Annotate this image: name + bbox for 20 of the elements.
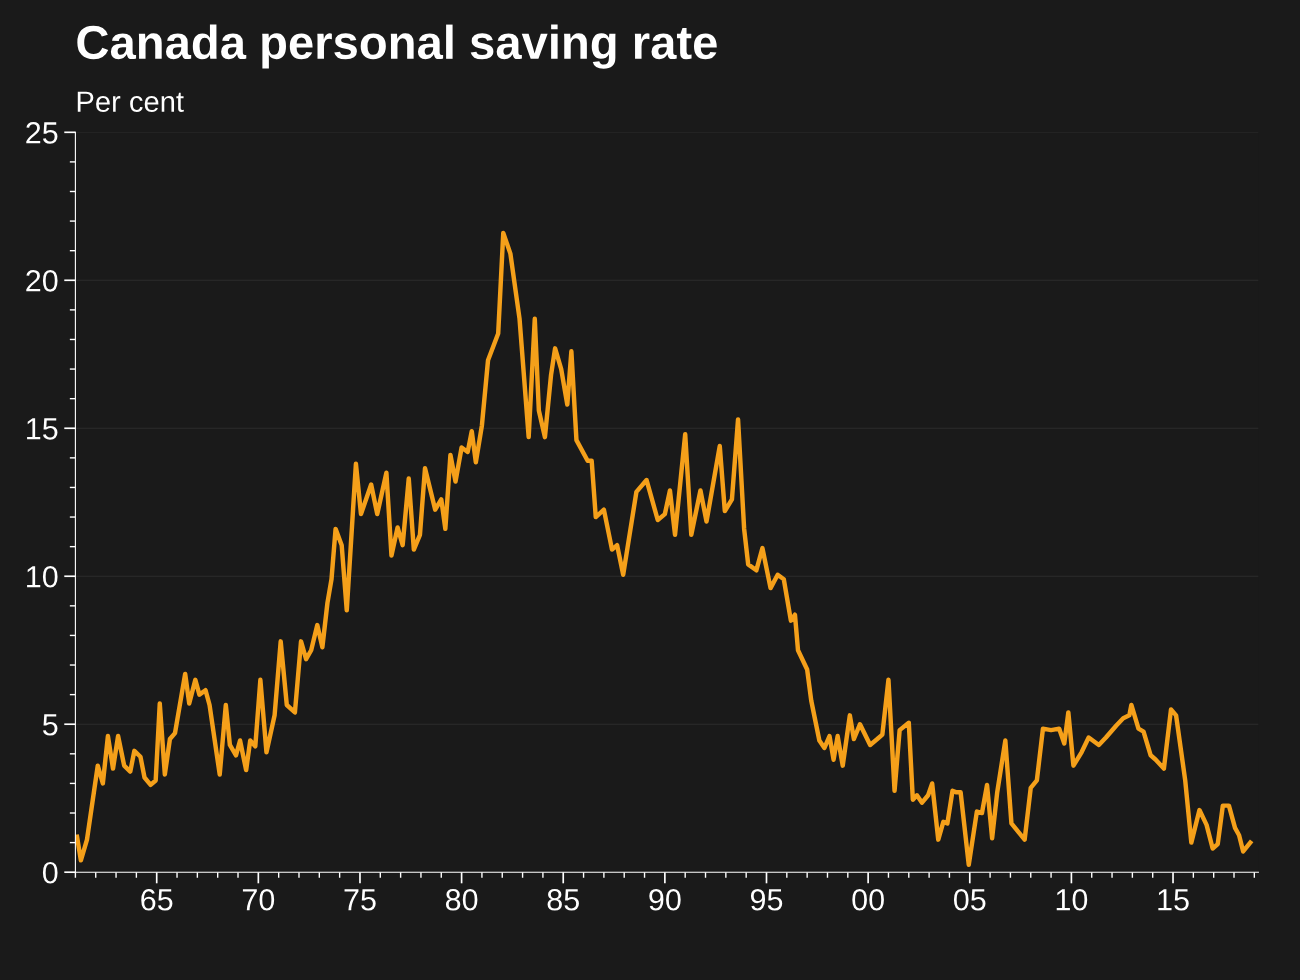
y-tick-label: 0 [42, 861, 58, 884]
x-tick-label: 90 [649, 888, 681, 911]
y-tick-label: 10 [27, 565, 58, 588]
x-tick-label: 95 [750, 888, 783, 911]
chart-title: Canada personal saving rate [77, 24, 717, 69]
y-tick-label: 25 [26, 122, 58, 144]
x-tick-label: 15 [1158, 889, 1189, 911]
x-tick-label: 80 [445, 888, 478, 911]
x-tick-label: 75 [344, 889, 376, 911]
line-series [75, 230, 1253, 868]
x-tick-label: 70 [242, 888, 275, 911]
x-tick-label: 65 [141, 888, 173, 911]
y-tick-label: 20 [26, 270, 58, 292]
y-tick-label: 15 [27, 418, 58, 440]
x-tick-label: 85 [547, 888, 579, 911]
x-tick-label: 10 [1056, 888, 1088, 911]
y-axis-title: Per cent [77, 91, 184, 113]
x-tick-label: 05 [953, 888, 986, 911]
x-tick-label: 00 [852, 888, 884, 911]
y-tick-label: 5 [42, 714, 58, 736]
